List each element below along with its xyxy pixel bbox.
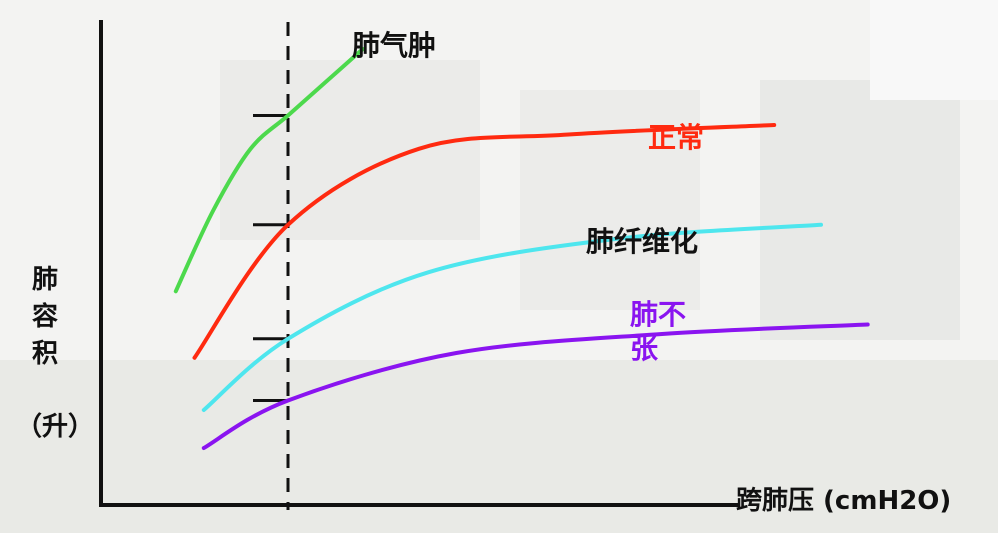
series-line-3 [201, 322, 870, 450]
y-axis-unit: （升） [16, 412, 95, 442]
series-label-atelectasis-text: 肺不张 [630, 298, 687, 365]
series-label-normal: 正常 [648, 121, 705, 154]
series-label-emphysema: 肺气肿 [352, 29, 437, 62]
series-label-fibrosis: 肺纤维化 [586, 225, 699, 258]
series-line-2 [201, 222, 823, 412]
y-axis-label: 肺 容 积 [28, 262, 62, 373]
y-axis-label-char: 肺 [31, 265, 58, 295]
y-axis-label-char: 积 [31, 339, 58, 369]
x-axis-label: 跨肺压 (cmH2O) [736, 486, 952, 516]
series-line-0 [173, 47, 365, 294]
y-axis-label-char: 容 [31, 302, 58, 332]
series-label-atelectasis: 肺不张 [630, 298, 692, 365]
series-line-1 [192, 123, 777, 360]
